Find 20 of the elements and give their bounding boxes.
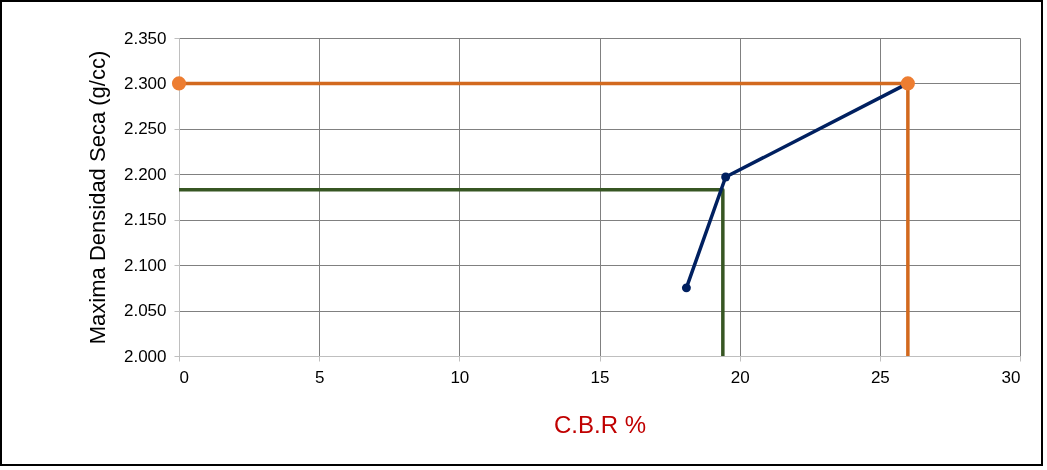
y-tick-label: 2.050: [123, 301, 167, 321]
y-tick-label: 2.350: [123, 28, 167, 48]
point: [171, 76, 187, 91]
x-tick-label: 10: [450, 367, 470, 387]
y-tick-label: 2.100: [123, 255, 167, 275]
x-tick-label: 30: [1001, 367, 1021, 387]
x-tick-label: 20: [730, 367, 750, 387]
y-tick-label: 2.000: [123, 346, 167, 366]
point: [721, 172, 731, 182]
y-axis-title: Maxima Densidad Seca (g/cc): [84, 50, 110, 345]
x-axis-title: C.B.R %: [553, 410, 647, 438]
y-tick-label: 2.300: [123, 73, 167, 93]
x-tick-label: 25: [870, 367, 890, 387]
y-tick-label: 2.150: [123, 210, 167, 230]
y-tick-label: 2.250: [123, 119, 167, 139]
x-tick-label: 15: [590, 367, 610, 387]
x-tick-label: 5: [314, 367, 325, 387]
x-tick-label: 0: [179, 367, 189, 387]
point: [681, 283, 691, 293]
y-tick-label: 2.200: [123, 164, 167, 184]
